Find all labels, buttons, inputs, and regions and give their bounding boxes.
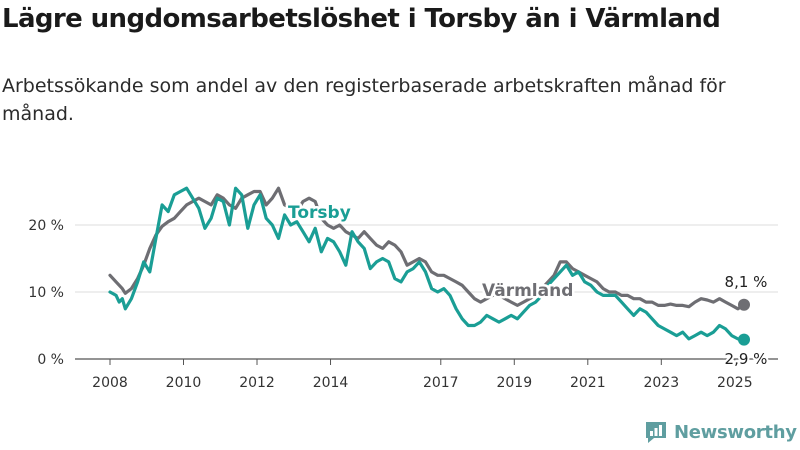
chart-title: Lägre ungdomsarbetslöshet i Torsby än i …: [2, 4, 721, 34]
y-axis-ticks: 0 % 10 % 20 %: [28, 218, 64, 368]
series-label-varmland: Värmland: [482, 281, 573, 301]
last-value-torsby: 2,9 %: [725, 350, 768, 368]
bar-chart-logo-icon: [646, 422, 666, 443]
x-tick-label: 2023: [643, 375, 679, 391]
series-line-varmland: [108, 186, 746, 311]
x-tick-label: 2017: [423, 375, 459, 391]
y-tick-label: 20 %: [28, 218, 64, 234]
x-tick-label: 2014: [313, 375, 349, 391]
series-lines: [108, 186, 750, 346]
chart-subtitle: Arbetssökande som andel av den registerb…: [2, 75, 726, 125]
x-tick-label: 2012: [239, 375, 275, 391]
series-label-torsby: Torsby: [288, 203, 351, 223]
x-axis-ticks: 2008 2010 2012 2014 2017 2019 2021 2023 2025: [92, 359, 753, 391]
series-label-torsby-halo: Torsby: [288, 203, 351, 223]
y-tick-label: 10 %: [28, 285, 64, 301]
last-value-varmland: 8,1 %: [725, 273, 768, 291]
newsworthy-logo: Newsworthy: [644, 420, 797, 444]
end-marker-varmland: [738, 298, 750, 311]
x-tick-label: 2025: [717, 375, 753, 391]
x-tick-label: 2008: [92, 375, 128, 391]
x-tick-label: 2021: [570, 375, 606, 391]
y-tick-label: 0 %: [37, 352, 64, 368]
series-line-torsby: [108, 186, 746, 342]
end-marker-torsby: [738, 333, 750, 346]
brand-name: Newsworthy: [674, 421, 797, 443]
series-label-varmland-halo: Värmland: [482, 281, 573, 301]
x-tick-label: 2019: [496, 375, 532, 391]
grid-lines: [75, 224, 778, 360]
x-tick-label: 2010: [166, 375, 202, 391]
